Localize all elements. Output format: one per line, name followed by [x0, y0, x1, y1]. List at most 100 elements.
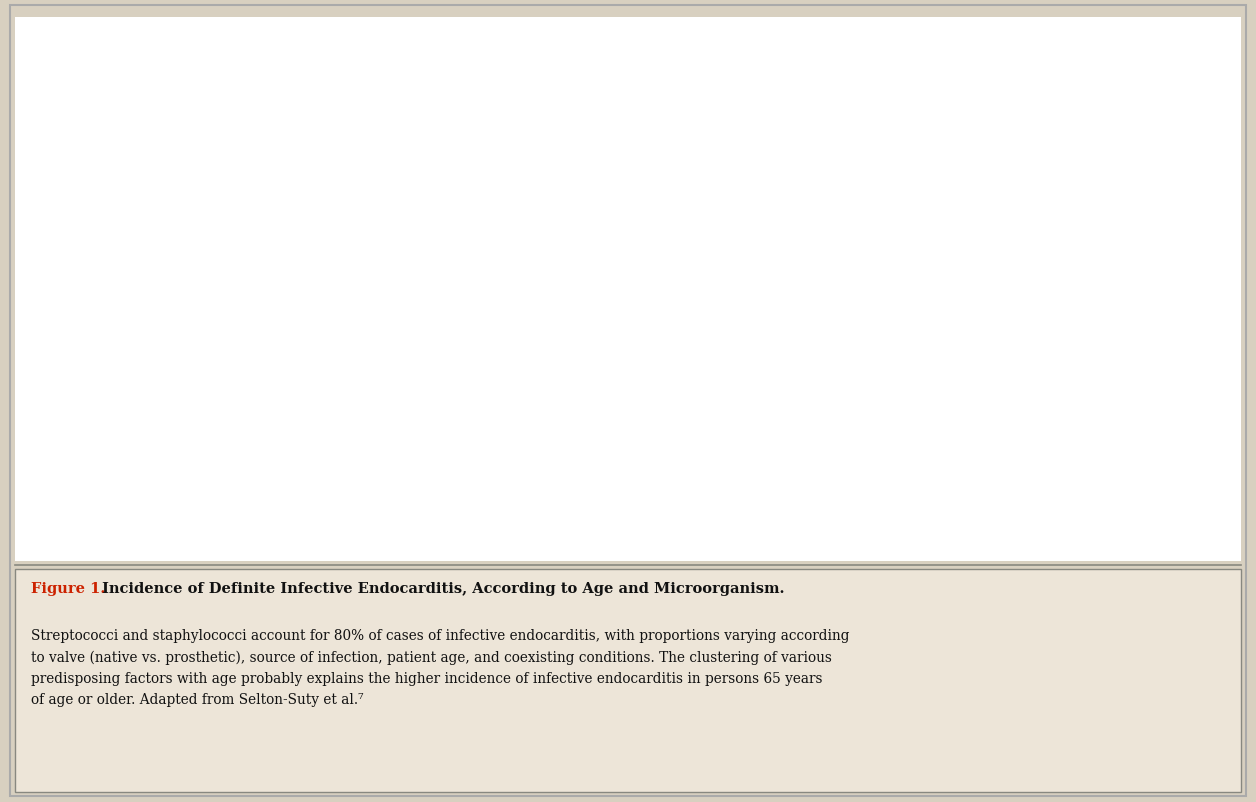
- Bar: [324, 497, 353, 517]
- Bar: [324, 448, 353, 466]
- Bar: [721, 491, 750, 517]
- Bar: [677, 382, 706, 402]
- Bar: [633, 128, 662, 157]
- Bar: [633, 357, 662, 393]
- Bar: [677, 279, 706, 324]
- Bar: [721, 377, 750, 382]
- Bar: [104, 483, 133, 487]
- Bar: [236, 509, 265, 517]
- Bar: [148, 515, 177, 517]
- Text: Incidence of Definite Infective Endocarditis, According to Age and Microorganism: Incidence of Definite Infective Endocard…: [97, 581, 784, 595]
- Y-axis label: Incidence per 100,000 Population: Incidence per 100,000 Population: [46, 154, 60, 391]
- Bar: [148, 510, 177, 512]
- Bar: [324, 468, 353, 497]
- Bar: [809, 313, 838, 335]
- Text: Streptococci and staphylococci account for 80% of cases of infective endocarditi: Streptococci and staphylococci account f…: [31, 628, 850, 706]
- Bar: [545, 239, 574, 348]
- Bar: [677, 324, 706, 382]
- Bar: [236, 452, 265, 467]
- Bar: [368, 415, 397, 424]
- Bar: [633, 460, 662, 517]
- Text: Figure 1.: Figure 1.: [31, 581, 106, 595]
- Bar: [148, 512, 177, 515]
- Bar: [677, 460, 706, 517]
- Bar: [501, 250, 529, 315]
- Legend: No microorganisms, Enterococci, Group D streptococci, Oral and pyogenic streptoc: No microorganisms, Enterococci, Group D …: [877, 30, 1132, 176]
- Bar: [413, 473, 441, 517]
- Bar: [457, 199, 485, 257]
- Bar: [501, 453, 529, 517]
- Bar: [545, 348, 574, 366]
- Bar: [765, 302, 794, 335]
- Bar: [413, 330, 441, 362]
- Bar: [501, 213, 529, 250]
- Bar: [633, 233, 662, 295]
- Bar: [413, 431, 441, 435]
- Bar: [457, 406, 485, 473]
- Bar: [368, 495, 397, 517]
- Bar: [192, 485, 221, 488]
- Bar: [368, 408, 397, 415]
- Bar: [324, 431, 353, 435]
- Bar: [324, 466, 353, 468]
- Bar: [589, 33, 618, 121]
- Bar: [545, 92, 574, 181]
- Bar: [457, 257, 485, 328]
- Bar: [501, 186, 529, 213]
- Bar: [280, 460, 309, 463]
- Bar: [413, 362, 441, 402]
- Bar: [589, 0, 618, 33]
- Bar: [809, 451, 838, 517]
- Bar: [104, 489, 133, 509]
- Bar: [589, 371, 618, 455]
- Bar: [280, 509, 309, 517]
- Bar: [721, 453, 750, 457]
- Bar: [545, 72, 574, 92]
- Bar: [192, 471, 221, 473]
- Bar: [368, 466, 397, 495]
- Bar: [809, 335, 838, 451]
- Bar: [721, 382, 750, 417]
- Bar: [368, 439, 397, 462]
- Bar: [677, 402, 706, 460]
- Bar: [104, 479, 133, 483]
- Bar: [633, 157, 662, 233]
- Bar: [413, 435, 441, 473]
- Bar: [280, 456, 309, 460]
- Bar: [501, 346, 529, 453]
- Bar: [809, 152, 838, 224]
- Bar: [192, 476, 221, 485]
- Bar: [236, 438, 265, 443]
- X-axis label: Age (yr): Age (yr): [442, 573, 500, 588]
- Bar: [765, 237, 794, 290]
- Bar: [677, 175, 706, 279]
- Bar: [457, 395, 485, 406]
- Bar: [589, 322, 618, 371]
- Bar: [589, 210, 618, 322]
- Bar: [721, 417, 750, 431]
- Bar: [721, 431, 750, 453]
- Bar: [545, 181, 574, 239]
- Bar: [104, 475, 133, 479]
- Bar: [280, 463, 309, 469]
- Bar: [457, 184, 485, 200]
- Bar: [589, 121, 618, 210]
- Bar: [457, 473, 485, 517]
- Bar: [236, 443, 265, 445]
- Bar: [545, 366, 574, 451]
- Bar: [721, 457, 750, 491]
- Bar: [765, 335, 794, 451]
- Bar: [501, 315, 529, 346]
- Bar: [192, 488, 221, 512]
- Bar: [324, 435, 353, 439]
- Bar: [236, 469, 265, 509]
- Bar: [457, 328, 485, 395]
- Bar: [545, 451, 574, 517]
- Bar: [501, 164, 529, 186]
- Bar: [104, 509, 133, 517]
- Bar: [192, 473, 221, 476]
- Bar: [280, 478, 309, 509]
- Bar: [809, 77, 838, 152]
- Bar: [236, 467, 265, 469]
- Bar: [677, 161, 706, 175]
